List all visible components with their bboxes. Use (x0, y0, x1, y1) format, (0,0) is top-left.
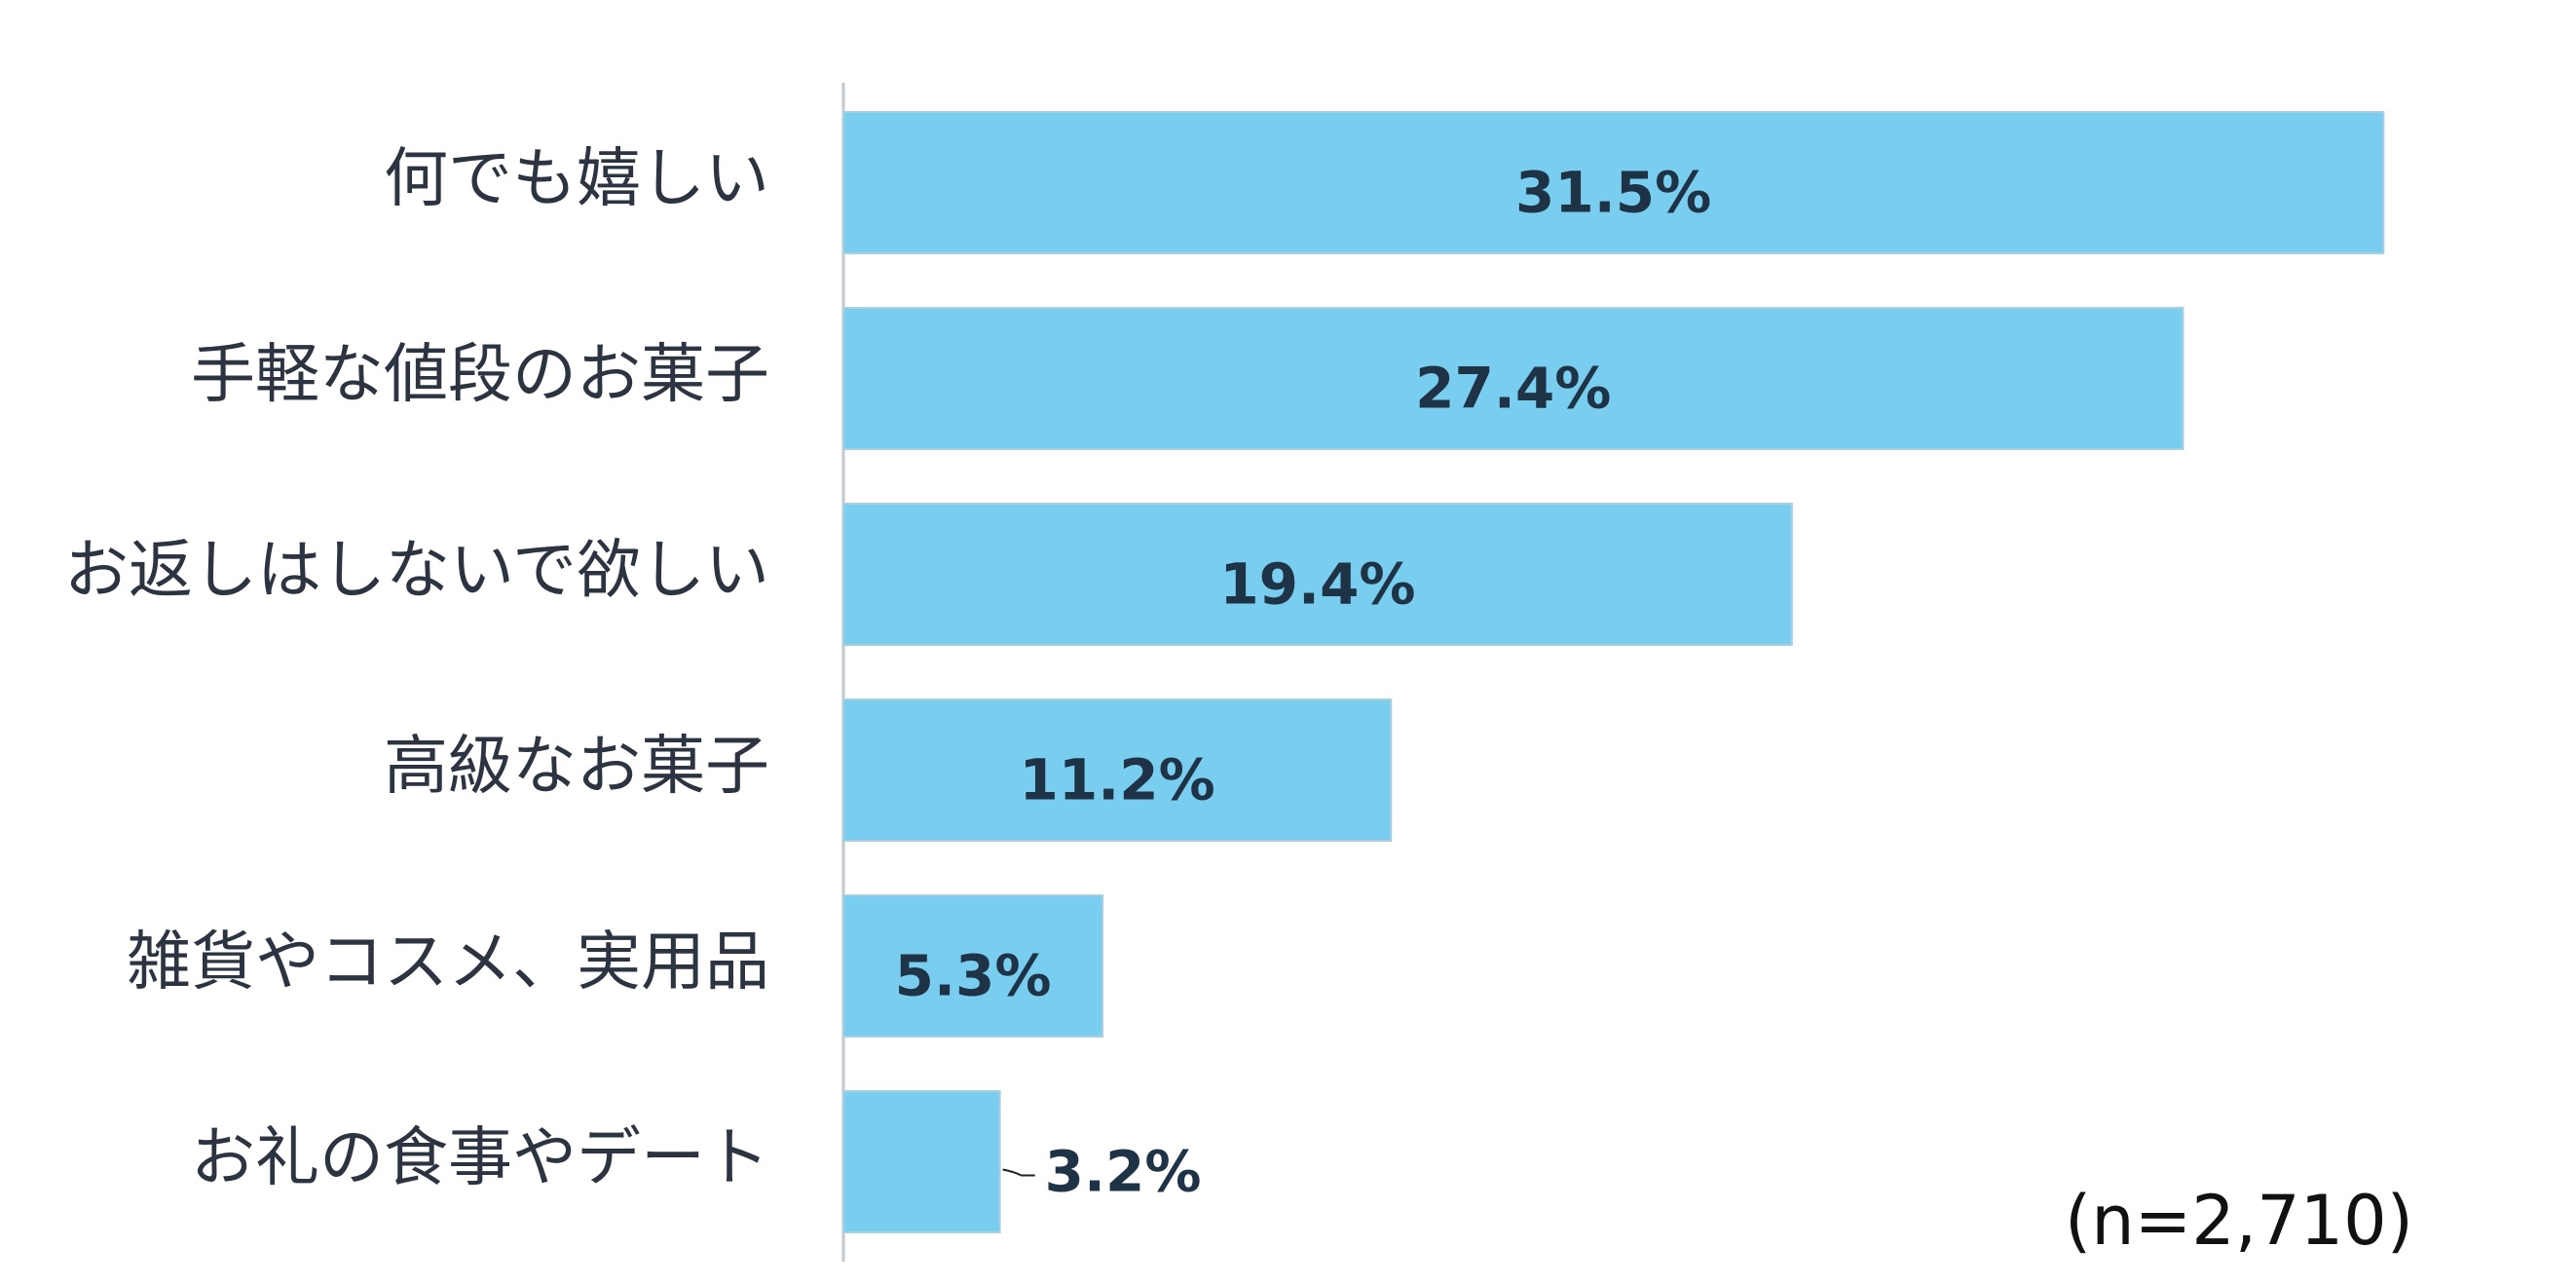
category-label: 高級なお菓子 (384, 729, 769, 804)
data-label: 19.4% (1219, 551, 1415, 618)
data-label: 31.5% (1515, 160, 1711, 226)
bar (842, 1090, 1001, 1233)
bar (842, 503, 1793, 646)
category-label: 何でも嬉しい (384, 141, 769, 216)
category-label: お礼の食事やデート (191, 1120, 769, 1195)
data-label: 11.2% (1020, 747, 1215, 813)
bar (842, 699, 1393, 842)
data-label-leader (1002, 1168, 1035, 1177)
category-label: お返しはしないで欲しい (64, 533, 769, 608)
category-label: 雑貨やコスメ、実用品 (127, 925, 769, 1000)
bar (842, 307, 2184, 450)
data-label: 3.2% (1045, 1139, 1202, 1205)
data-label: 5.3% (895, 943, 1052, 1009)
bar (842, 894, 1104, 1038)
sample-size-note: (n=2,710) (2065, 1181, 2413, 1261)
data-label: 27.4% (1415, 356, 1611, 422)
bar (842, 111, 2385, 254)
category-label: 手軽な値段のお菓子 (191, 337, 769, 412)
